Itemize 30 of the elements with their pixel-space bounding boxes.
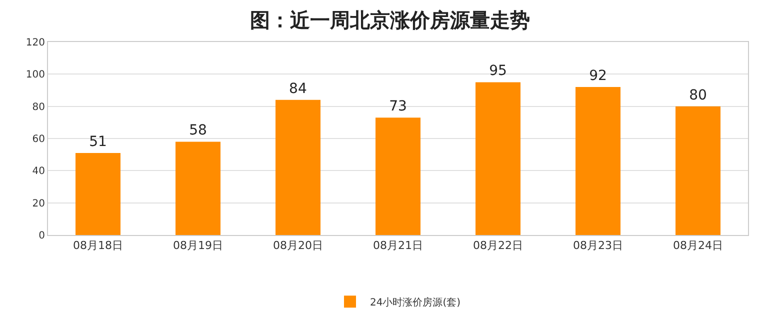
y-tick-label: 20 (32, 198, 45, 210)
legend-label: 24小时涨价房源(套) (370, 296, 461, 309)
x-tick-label: 08月23日 (573, 239, 623, 252)
x-tick-label: 08月22日 (473, 239, 523, 252)
bar (476, 82, 520, 235)
data-label: 80 (689, 87, 707, 104)
y-tick-label: 80 (32, 102, 45, 113)
y-tick-label: 60 (32, 134, 45, 145)
data-label: 58 (189, 122, 207, 139)
x-tick-label: 08月20日 (273, 239, 323, 252)
data-label: 51 (89, 134, 107, 150)
data-label: 95 (489, 63, 507, 80)
y-tick-label: 40 (32, 166, 45, 178)
data-label: 73 (389, 98, 407, 115)
bar (76, 152, 120, 235)
y-tick-label: 0 (38, 230, 45, 242)
data-label: 92 (589, 68, 607, 84)
y-tick-label: 120 (26, 38, 45, 48)
bar (676, 106, 720, 235)
x-tick-label: 08月24日 (673, 239, 723, 252)
x-tick-label: 08月21日 (373, 239, 423, 252)
data-label: 84 (289, 80, 307, 97)
bar (176, 142, 220, 235)
chart-title: 图：近一周北京涨价房源量走势 (250, 8, 530, 32)
y-tick-label: 100 (26, 70, 45, 81)
bar (376, 118, 420, 235)
x-tick-label: 08月19日 (173, 239, 223, 252)
x-tick-label: 08月18日 (73, 239, 123, 252)
bar (276, 100, 320, 235)
bar (576, 87, 620, 235)
